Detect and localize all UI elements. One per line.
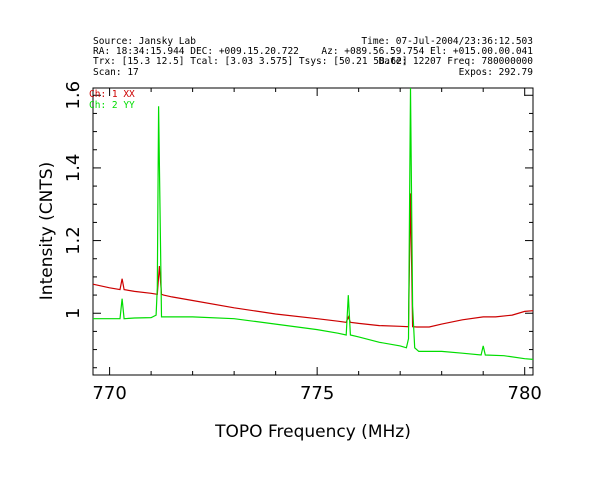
y-tick-label: 1.6 [63,81,84,110]
legend-entry-ch2: Ch: 2 YY [89,100,135,111]
x-tick-label: 780 [508,383,542,404]
x-tick-label: 775 [300,383,334,404]
header-left-line-4: Scan: 17 [93,67,139,78]
y-axis: 1 1.2 1.4 1.6 [63,81,533,369]
header-left-line-1: Source: Jansky Lab [93,36,196,47]
series-line-ch2 [93,87,534,360]
header-left-line-3: Trx: [15.3 12.5] Tcal: [3.03 3.575] Tsys… [93,56,408,67]
y-tick-label: 1.2 [63,226,84,255]
series-layer [92,87,534,360]
x-axis-title: TOPO Frequency (MHz) [214,422,411,442]
x-tick-label: 770 [92,383,126,404]
legend: Ch: 1 XX Ch: 2 YY [89,89,135,111]
header-right-line-1: Time: 07-Jul-2004/23:36:12.503 [361,36,533,47]
header-info: Source: Jansky Lab RA: 18:34:15.944 DEC:… [93,36,533,78]
header-left-line-2: RA: 18:34:15.944 DEC: +009.15.20.722 [93,46,299,57]
y-tick-label: 1 [63,308,84,319]
y-tick-label: 1.4 [63,154,84,183]
header-right-line-4: Expos: 292.79 [459,67,534,78]
x-axis: 770 775 780 [92,88,542,404]
legend-entry-ch1: Ch: 1 XX [89,89,135,100]
y-axis-title: Intensity (CNTS) [37,162,57,300]
plot-frame [92,87,534,376]
header-right-line-2: Az: +089.56.59.754 El: +015.00.00.041 [321,46,533,57]
series-line-ch1 [92,193,534,328]
header-right-line-3: Date: 12207 Freq: 780000000 [379,56,534,67]
